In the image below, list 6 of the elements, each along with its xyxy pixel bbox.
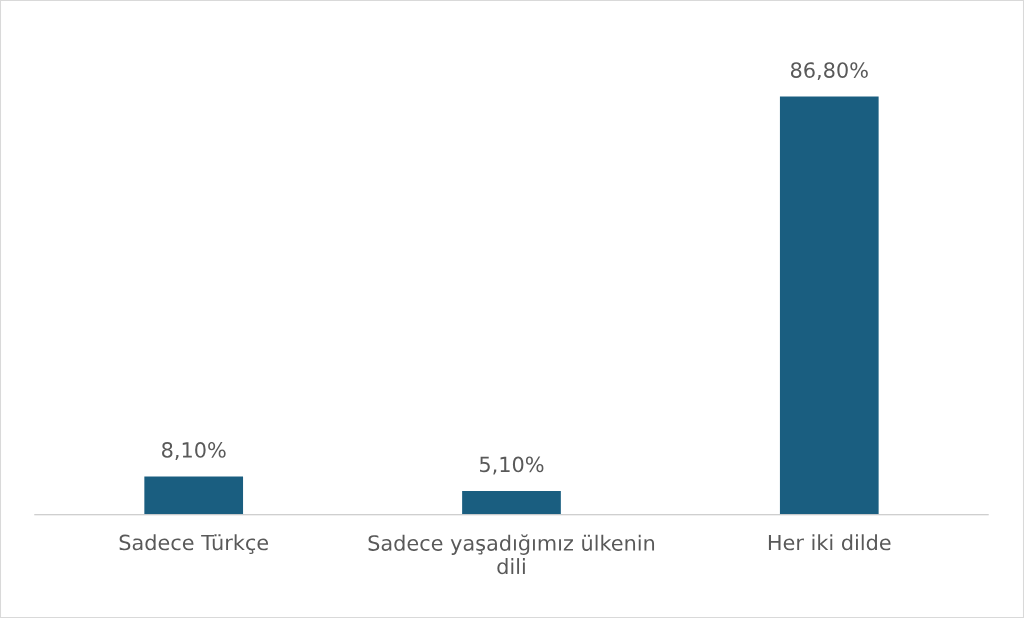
data-label: 5,10% xyxy=(480,456,544,475)
x-tick-label: Sadece yaşadığımız ülkenin dili xyxy=(368,534,655,575)
x-tick-label: Sadece Türkçe xyxy=(119,534,269,555)
data-label: 86,80% xyxy=(790,62,868,81)
x-tick-label: Her iki dilde xyxy=(768,534,891,551)
data-label: 8,10% xyxy=(162,442,226,460)
